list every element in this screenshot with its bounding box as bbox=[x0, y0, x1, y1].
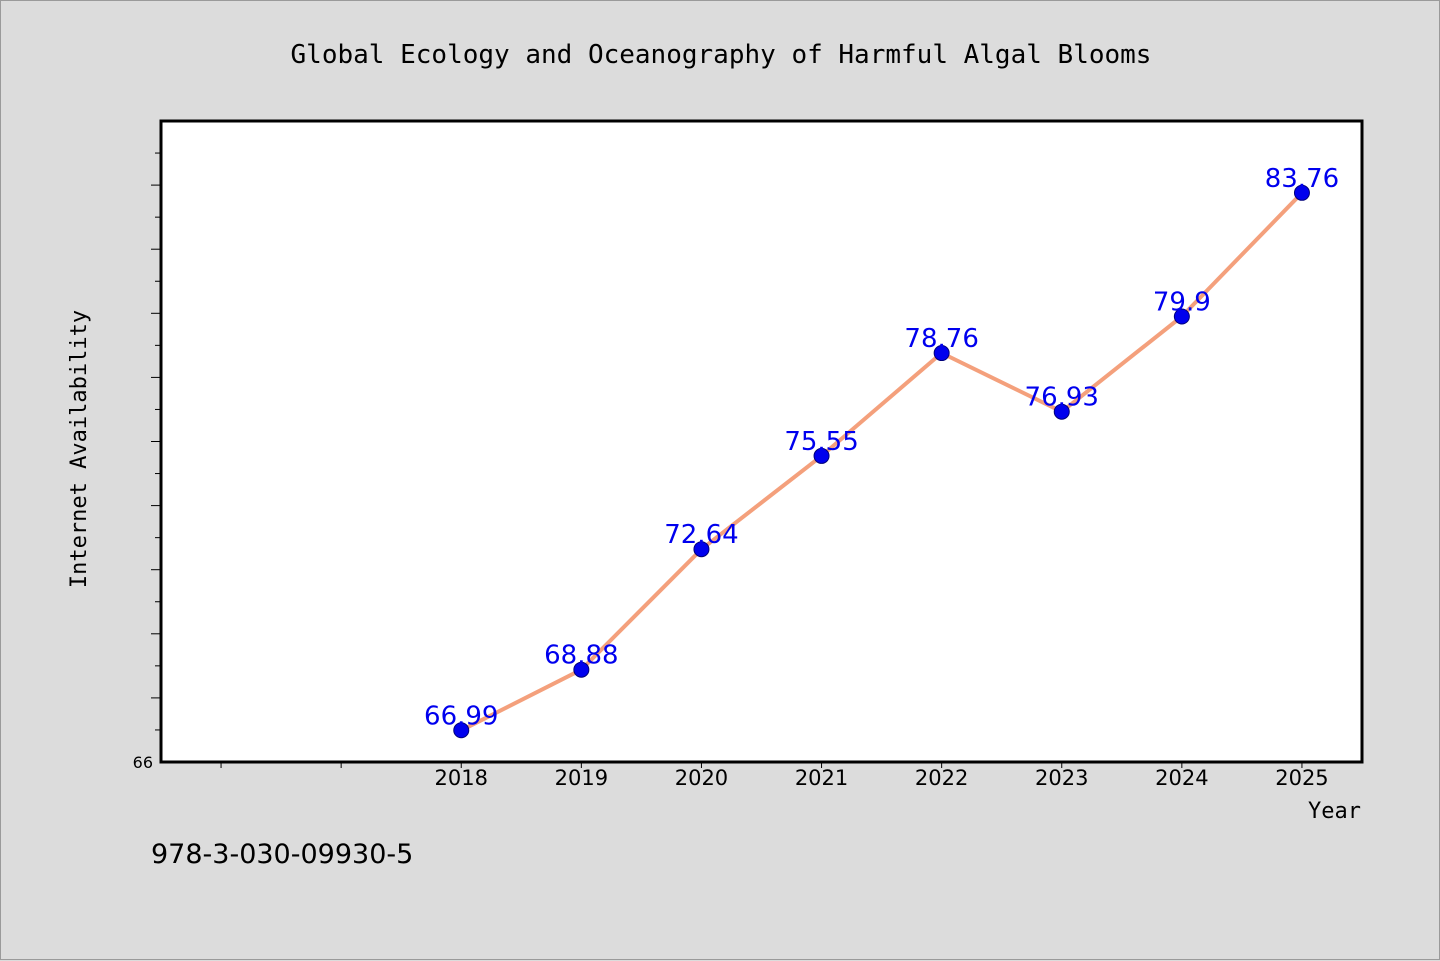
x-tick-label: 2021 bbox=[795, 766, 848, 790]
x-axis-title: Year bbox=[1308, 799, 1361, 824]
data-label: 72.64 bbox=[664, 520, 738, 550]
data-label: 83.76 bbox=[1265, 164, 1339, 194]
x-tick-label: 2020 bbox=[675, 766, 728, 790]
data-label: 76.93 bbox=[1025, 383, 1099, 413]
y-tick-label: 66 bbox=[133, 753, 153, 772]
y-axis-tick-labels: 66 bbox=[133, 753, 153, 772]
x-tick-label: 2022 bbox=[915, 766, 968, 790]
x-tick-label: 2018 bbox=[435, 766, 488, 790]
data-point-marker bbox=[573, 661, 590, 678]
data-label: 79.9 bbox=[1153, 288, 1211, 318]
data-point-marker bbox=[1293, 184, 1310, 201]
plot-area bbox=[159, 119, 1364, 764]
data-label: 68.88 bbox=[544, 641, 618, 671]
data-point-marker bbox=[693, 541, 710, 558]
y-axis-title: Internet Availability bbox=[67, 310, 92, 588]
data-point-marker bbox=[1053, 403, 1070, 420]
data-point-marker bbox=[813, 447, 830, 464]
x-tick-label: 2024 bbox=[1155, 766, 1208, 790]
chart-title: Global Ecology and Oceanography of Harmf… bbox=[291, 40, 1152, 70]
data-label: 66.99 bbox=[424, 701, 498, 731]
isbn-footnote: 978-3-030-09930-5 bbox=[151, 839, 413, 870]
x-axis-tick-labels: 2018 2019 2020 2021 2022 2023 2024 2025 bbox=[435, 766, 1329, 790]
x-tick-label: 2023 bbox=[1035, 766, 1088, 790]
x-tick-label: 2025 bbox=[1275, 766, 1328, 790]
data-point-marker bbox=[1173, 308, 1190, 325]
data-label: 75.55 bbox=[784, 427, 858, 457]
data-labels: 66.99 68.88 72.64 75.55 78.76 76.93 79.9 83.76 bbox=[424, 164, 1339, 731]
data-label: 78.76 bbox=[904, 324, 978, 354]
series-markers bbox=[453, 184, 1310, 739]
y-axis-ticks bbox=[151, 152, 161, 731]
series-line bbox=[460, 191, 1304, 733]
x-tick-label: 2019 bbox=[555, 766, 608, 790]
x-axis-ticks bbox=[220, 762, 1303, 768]
data-point-marker bbox=[933, 345, 950, 362]
data-point-marker bbox=[453, 722, 470, 739]
